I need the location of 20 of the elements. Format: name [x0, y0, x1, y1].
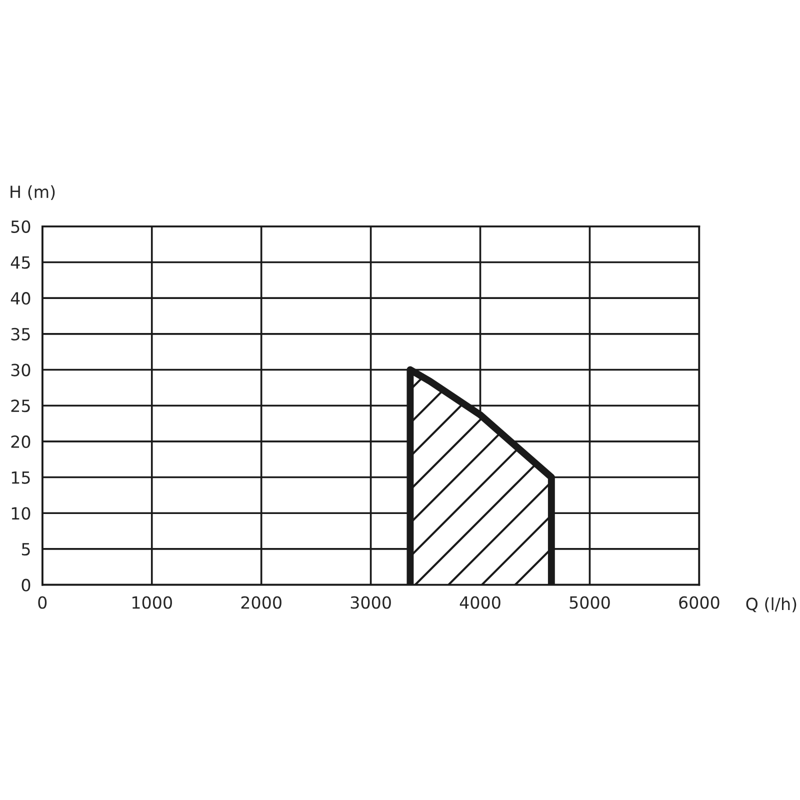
x-tick-label: 1000 — [132, 596, 172, 609]
y-tick-label: 30 — [11, 364, 30, 376]
y-tick-label: 50 — [11, 220, 30, 233]
x-axis-title: Q (l/h) — [746, 597, 796, 612]
y-tick-label: 15 — [12, 471, 30, 484]
x-tick-label: 2000 — [241, 596, 282, 609]
x-tick-label: 4000 — [460, 596, 500, 609]
y-tick-label: 5 — [22, 543, 30, 556]
y-axis-title: H (m) — [10, 185, 55, 200]
x-tick-label: 0 — [38, 596, 47, 609]
y-tick-label: 0 — [22, 578, 30, 592]
y-tick-label: 25 — [11, 400, 30, 412]
y-tick-label: 20 — [11, 435, 30, 448]
y-tick-label: 40 — [10, 292, 30, 305]
x-tick-label: 6000 — [679, 596, 720, 609]
y-tick-label: 35 — [11, 328, 30, 340]
y-tick-label: 45 — [10, 256, 30, 269]
x-tick-label: 3000 — [350, 596, 391, 609]
x-tick-label: 5000 — [570, 596, 610, 609]
y-tick-label: 10 — [12, 507, 30, 520]
